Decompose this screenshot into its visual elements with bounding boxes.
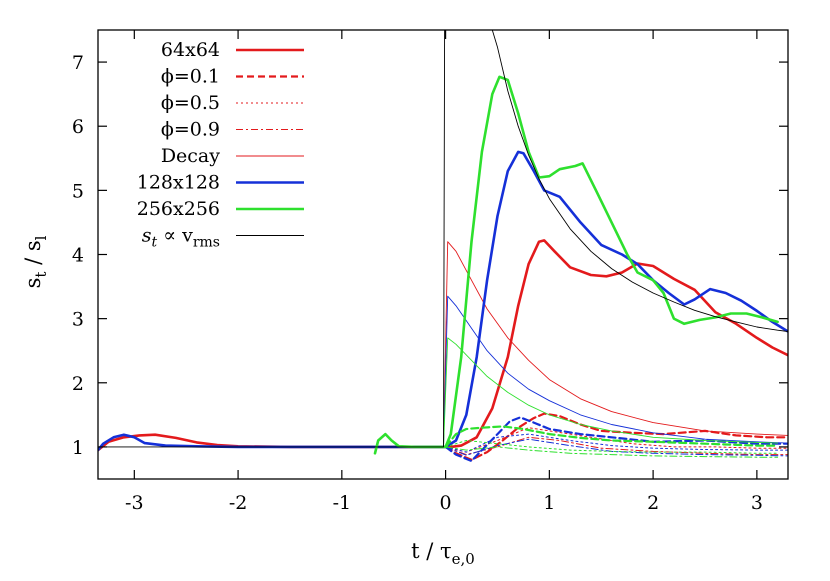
legend-label: ϕ=0.1 [161, 66, 220, 88]
series-line-128x128-solid-9 [443, 295, 788, 448]
y-tick-label: 7 [72, 52, 84, 74]
y-tick-label: 3 [72, 309, 84, 331]
legend-entry: ϕ=0.5 [161, 92, 304, 114]
x-axis-label: t / τe,0 [411, 539, 475, 568]
series-line-128x128-dashdot-8 [445, 438, 788, 457]
plot-frame [97, 29, 789, 480]
legend-label: ϕ=0.5 [161, 92, 220, 114]
series-line-128x128-dashed-6 [444, 416, 788, 463]
x-tick-label: -3 [125, 492, 144, 514]
legend-label: ϕ=0.9 [161, 119, 220, 141]
legend-label: Decay [161, 145, 220, 167]
legend-entry: 64x64 [161, 39, 304, 61]
series-line-256x256-dashed-11 [444, 425, 779, 448]
legend-label: 256x256 [137, 198, 220, 220]
series-line-64x64-dashdot-3 [445, 436, 788, 456]
legend-label: st ∝ vrms [142, 225, 220, 251]
series-line-256x256-solid-14 [443, 337, 779, 448]
y-tick-label: 6 [72, 116, 84, 138]
series-line-64x64-solid-4 [443, 241, 788, 448]
y-tick-label: 1 [72, 437, 84, 459]
series-line-128x128-dotted-7 [445, 433, 788, 453]
series-line-128x128-solid-5 [98, 150, 788, 452]
tick-labels: -3 -2 -1 0 1 2 3 1 2 3 4 5 6 7 [72, 52, 763, 514]
x-tick-label: -2 [229, 492, 248, 514]
y-axis-label: st / sl [21, 235, 50, 288]
series-line-256x256-dashdot-13 [445, 446, 779, 458]
legend: 64x64 ϕ=0.1 ϕ=0.5 ϕ=0.9 Decay 128x128 256x256 s… [137, 39, 304, 251]
legend-label: 128x128 [137, 172, 220, 194]
plot-lines [98, 30, 788, 463]
y-tick-label: 2 [72, 373, 84, 395]
series-line-256x256-dotted-12 [445, 440, 779, 454]
x-tick-label: 2 [647, 492, 659, 514]
legend-entry: st ∝ vrms [142, 225, 304, 251]
y-tick-label: 4 [72, 245, 84, 267]
series-line-256x256-solid-10 [373, 75, 779, 455]
legend-entry: 256x256 [137, 198, 304, 220]
legend-entry: 128x128 [137, 172, 304, 194]
x-tick-label: -1 [333, 492, 352, 514]
series-line-64x64-dashed-1 [444, 412, 788, 461]
x-tick-label: 3 [751, 492, 763, 514]
legend-label: 64x64 [161, 39, 220, 61]
tick-marks [98, 30, 788, 479]
x-tick-label: 1 [543, 492, 555, 514]
legend-entry: Decay [161, 145, 304, 167]
x-tick-label: 0 [440, 492, 452, 514]
y-tick-label: 5 [72, 180, 84, 202]
series-line-vrms-solid-15 [98, 30, 788, 448]
legend-entry: ϕ=0.1 [161, 66, 304, 88]
series-line-64x64-solid-0 [98, 239, 788, 452]
legend-entry: ϕ=0.9 [161, 119, 304, 141]
series-line-64x64-dotted-2 [445, 427, 788, 453]
